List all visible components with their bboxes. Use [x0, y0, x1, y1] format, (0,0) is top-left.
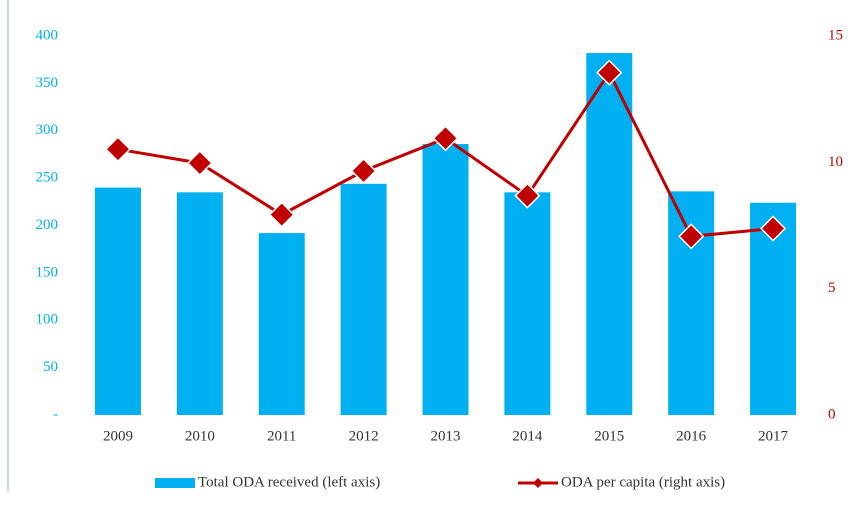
marker: [678, 223, 705, 250]
bar: [258, 233, 305, 415]
y-tick-label: 250: [36, 170, 59, 186]
y-tick-label: 400: [36, 27, 59, 43]
marker: [596, 59, 623, 86]
y-tick-label: 100: [36, 312, 59, 328]
marker: [350, 157, 377, 184]
bar: [340, 183, 387, 415]
x-tick-label: 2009: [103, 428, 133, 444]
marker: [104, 136, 132, 163]
x-tick-label: 2017: [758, 428, 789, 444]
bar: [422, 144, 469, 415]
marker: [186, 150, 213, 177]
bar: [586, 53, 633, 416]
legend-label: ODA per capita (right axis): [561, 474, 725, 490]
y-tick-label: 150: [36, 264, 59, 280]
legend-label: Total ODA received (left axis): [198, 474, 380, 490]
y-tick-label: 200: [36, 217, 59, 233]
marker: [432, 125, 459, 152]
y2-tick-label: 15: [828, 27, 843, 43]
x-tick-label: 2012: [349, 428, 379, 444]
bar: [176, 192, 223, 415]
x-tick-label: 2013: [431, 428, 461, 444]
marker: [514, 182, 541, 209]
legend-marker: [533, 478, 543, 488]
legend-swatch: [155, 478, 195, 488]
x-tick-label: 2015: [594, 428, 624, 444]
bar: [504, 192, 551, 415]
y2-tick-label: 10: [828, 154, 843, 170]
y-tick-label: 50: [43, 359, 58, 375]
x-tick-label: 2014: [512, 428, 543, 444]
y-tick-label: 350: [36, 75, 59, 91]
marker: [268, 201, 295, 228]
marker: [759, 215, 787, 242]
y2-tick-label: 5: [828, 280, 836, 296]
x-tick-label: 2010: [185, 428, 215, 444]
y-tick-label: -: [53, 406, 58, 422]
x-tick-label: 2016: [676, 428, 707, 444]
y2-tick-label: 0: [828, 406, 836, 422]
bar: [94, 187, 141, 415]
y-tick-label: 300: [36, 122, 59, 138]
x-tick-label: 2011: [267, 428, 296, 444]
